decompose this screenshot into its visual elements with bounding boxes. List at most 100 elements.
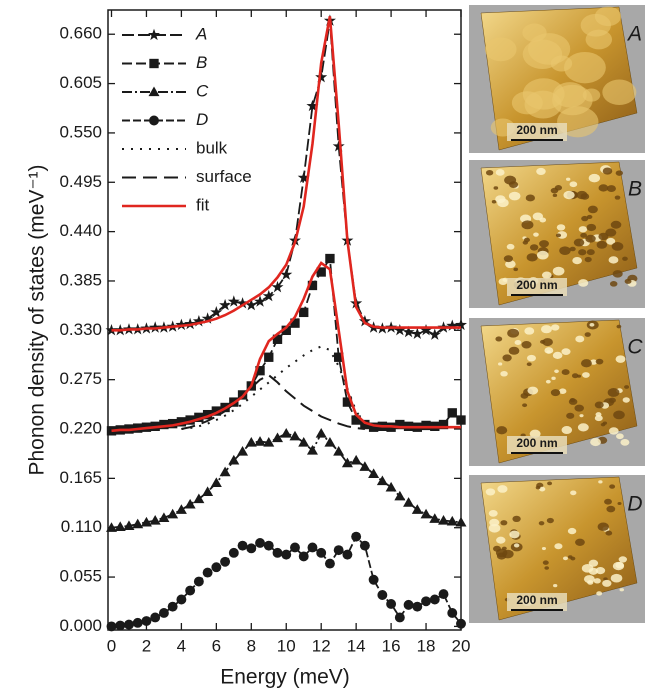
triangle-marker — [281, 428, 292, 438]
afm-grain — [576, 191, 587, 199]
afm-grain — [547, 482, 552, 486]
circle-marker — [325, 559, 335, 569]
afm-grain — [616, 170, 623, 175]
afm-grain — [598, 480, 602, 483]
afm-grain — [530, 244, 538, 250]
scale-label: 200 nm — [516, 123, 557, 137]
afm-grain — [512, 516, 520, 522]
afm-grain — [514, 543, 519, 547]
afm-grain — [595, 6, 621, 26]
afm-grain — [559, 246, 571, 255]
afm-grain — [582, 372, 590, 378]
afm-grain — [522, 403, 527, 407]
x-tick-label: 20 — [452, 636, 471, 655]
afm-grain — [526, 194, 535, 201]
afm-grain — [579, 414, 583, 417]
y-axis-title: Phonon density of states (meV⁻¹) — [26, 164, 49, 475]
y-tick-label: 0.660 — [59, 24, 102, 43]
afm-grain — [598, 233, 608, 241]
afm-grain — [536, 486, 541, 489]
afm-grain — [546, 380, 551, 384]
afm-grain — [561, 348, 570, 355]
circle-marker — [273, 548, 283, 558]
triangle-marker — [149, 87, 160, 97]
triangle-marker — [289, 431, 300, 441]
circle-marker — [404, 600, 414, 610]
afm-grain — [542, 547, 546, 550]
square-marker — [421, 421, 430, 430]
afm-grain — [610, 281, 618, 287]
fit-line — [112, 263, 462, 431]
x-tick-label: 16 — [382, 636, 401, 655]
afm-grain — [602, 79, 636, 105]
triangle-marker — [386, 482, 397, 492]
afm-grain — [509, 531, 519, 539]
afm-grain — [539, 521, 545, 525]
circle-marker — [456, 619, 466, 629]
afm-grain — [585, 257, 592, 262]
afm-grain — [489, 524, 501, 533]
afm-grain — [589, 323, 594, 327]
square-marker — [264, 353, 273, 362]
afm-grain — [547, 518, 554, 523]
afm-grain — [562, 369, 570, 375]
scale-label: 200 nm — [516, 278, 557, 292]
afm-grain — [568, 555, 573, 558]
afm-grain — [609, 427, 619, 434]
afm-grain — [500, 520, 507, 525]
afm-grain — [570, 490, 576, 495]
afm-grain — [515, 340, 522, 345]
afm-grain — [551, 188, 559, 194]
afm-grain — [553, 194, 557, 197]
legend-label: surface — [196, 167, 252, 186]
afm-grain — [570, 247, 576, 252]
circle-marker — [246, 543, 256, 553]
afm-grain — [527, 362, 532, 366]
triangle-marker — [220, 467, 231, 477]
afm-grain — [507, 329, 519, 338]
afm-grain — [602, 580, 611, 587]
afm-grain — [524, 327, 534, 334]
y-tick-label: 0.440 — [59, 221, 102, 240]
afm-grain — [594, 578, 601, 583]
y-tick-label: 0.000 — [59, 616, 102, 635]
afm-grain — [609, 484, 615, 488]
afm-grain — [507, 244, 515, 250]
afm-grain — [537, 251, 549, 260]
triangle-marker — [394, 491, 405, 501]
afm-grain — [521, 220, 533, 229]
afm-grain — [589, 174, 600, 182]
circle-marker — [447, 608, 457, 618]
afm-grain — [574, 239, 585, 247]
afm-grain — [544, 566, 549, 570]
triangle-marker — [351, 455, 362, 465]
afm-grain — [615, 195, 621, 199]
y-tick-label: 0.550 — [59, 122, 102, 141]
afm-grain — [596, 591, 602, 595]
image-label: D — [627, 493, 642, 516]
afm-grain — [563, 556, 568, 560]
circle-marker — [115, 621, 125, 631]
afm-grain — [551, 389, 560, 396]
circle-marker — [308, 543, 318, 553]
circle-marker — [149, 116, 159, 126]
afm-grain — [557, 224, 566, 230]
triangle-marker — [176, 504, 187, 514]
afm-grain — [596, 567, 606, 574]
plot-frame — [108, 10, 461, 630]
afm-grain — [562, 426, 573, 434]
legend-label: bulk — [196, 138, 228, 157]
afm-grain — [575, 336, 584, 343]
circle-marker — [229, 548, 239, 558]
afm-grain — [608, 388, 620, 397]
afm-grain — [493, 546, 501, 552]
afm-grain — [495, 336, 502, 341]
series-line — [112, 259, 462, 431]
y-tick-label: 0.220 — [59, 419, 102, 438]
afm-grain — [502, 354, 511, 361]
legend-label: D — [196, 110, 208, 129]
circle-marker — [176, 595, 186, 605]
circle-marker — [351, 532, 361, 542]
square-marker — [448, 408, 457, 417]
afm-grain — [574, 405, 583, 412]
